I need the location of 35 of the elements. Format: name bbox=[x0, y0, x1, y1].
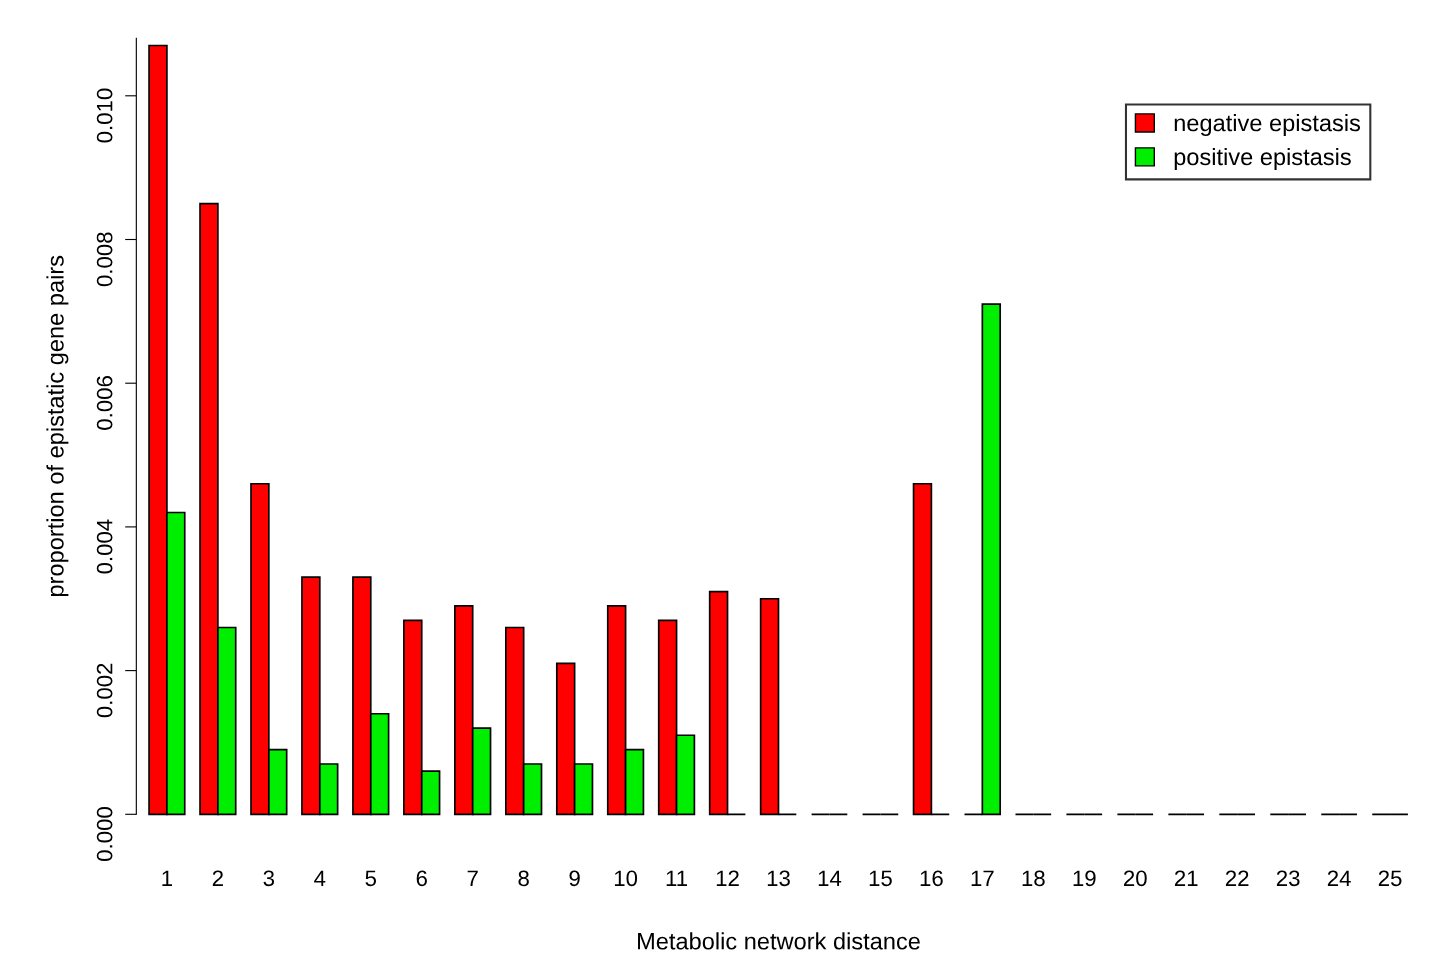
x-tick-label: 20 bbox=[1124, 870, 1147, 887]
x-tick-label: 11 bbox=[666, 870, 688, 886]
y-tick-label: 0.008 bbox=[96, 232, 113, 287]
x-tick-label: 3 bbox=[263, 870, 275, 887]
x-tick-label: 17 bbox=[971, 870, 994, 886]
x-tick-label: 15 bbox=[869, 870, 892, 887]
x-tick-label: 21 bbox=[1174, 870, 1198, 886]
x-tick-label: 19 bbox=[1073, 870, 1096, 887]
x-tick-label: 5 bbox=[365, 870, 377, 887]
x-tick-label: 7 bbox=[467, 870, 478, 886]
x-tick-label: 8 bbox=[518, 870, 529, 887]
x-tick-label: 9 bbox=[569, 870, 580, 887]
x-tick-label: 18 bbox=[1022, 870, 1045, 887]
y-axis-title: proportion of epistatic gene pairs bbox=[46, 255, 69, 597]
y-tick-label: 0.006 bbox=[96, 376, 113, 430]
y-tick-label: 0.002 bbox=[96, 663, 113, 718]
x-tick-label: 12 bbox=[716, 870, 739, 886]
x-tick-label: 16 bbox=[920, 870, 943, 887]
y-tick-label: 0.000 bbox=[96, 807, 113, 861]
legend-label: positive epistasis bbox=[1174, 147, 1351, 170]
x-tick-label: 23 bbox=[1276, 870, 1300, 887]
x-tick-label: 1 bbox=[162, 870, 172, 886]
x-tick-label: 2 bbox=[212, 870, 223, 886]
x-tick-label: 13 bbox=[767, 870, 790, 887]
x-tick-label: 24 bbox=[1327, 870, 1351, 886]
x-tick-label: 4 bbox=[314, 870, 326, 886]
y-tick-label: 0.004 bbox=[96, 519, 113, 574]
x-tick-label: 14 bbox=[818, 870, 842, 886]
x-tick-label: 25 bbox=[1378, 870, 1402, 887]
y-tick-label: 0.010 bbox=[96, 88, 113, 143]
x-tick-label: 10 bbox=[614, 870, 638, 887]
x-tick-label: 22 bbox=[1225, 870, 1249, 886]
x-axis-title: Metabolic network distance bbox=[638, 932, 920, 950]
x-tick-label: 6 bbox=[416, 870, 427, 887]
legend-label: negative epistasis bbox=[1174, 114, 1361, 137]
